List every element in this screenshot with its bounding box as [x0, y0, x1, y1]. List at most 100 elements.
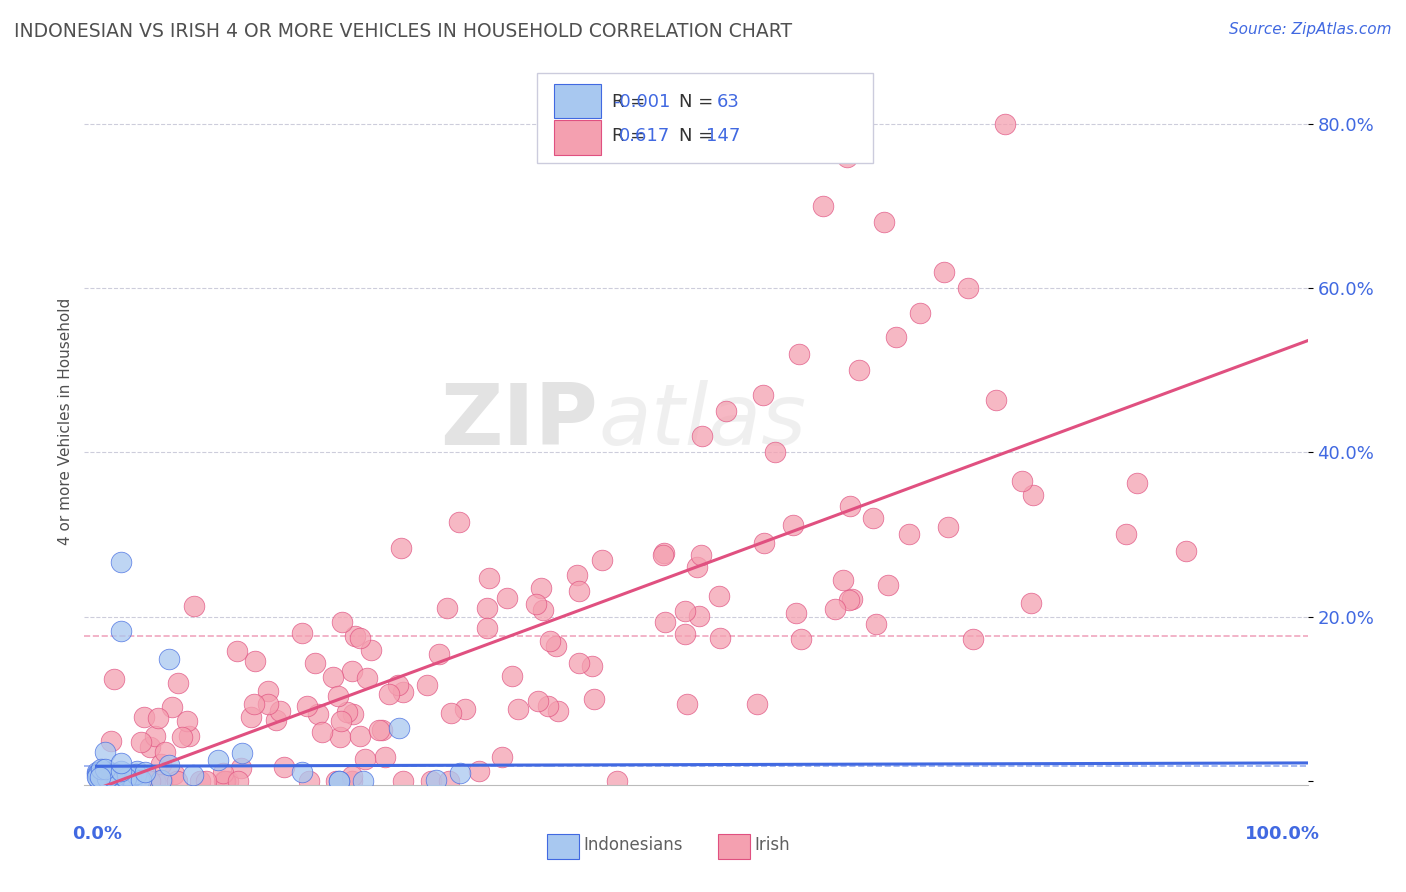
Point: [378, 687, 401, 701]
Point: [110, 756, 132, 770]
Point: [87, 766, 110, 780]
FancyBboxPatch shape: [718, 834, 749, 859]
Point: [709, 632, 731, 646]
Point: [97, 769, 120, 783]
Point: [690, 429, 713, 443]
Point: [143, 729, 166, 743]
Point: [763, 445, 786, 459]
Text: atlas: atlas: [598, 380, 806, 463]
Point: [118, 770, 141, 784]
Point: [342, 773, 364, 788]
Point: [387, 678, 409, 692]
Text: ZIP: ZIP: [440, 380, 598, 463]
Point: [94, 745, 117, 759]
Point: [342, 706, 364, 721]
Point: [501, 668, 523, 682]
Point: [90, 764, 112, 778]
Point: [101, 770, 124, 784]
Point: [225, 644, 247, 658]
Point: [329, 730, 352, 744]
Point: [884, 330, 907, 344]
Text: Indonesians: Indonesians: [583, 837, 683, 855]
Point: [125, 767, 148, 781]
Point: [568, 656, 591, 670]
Point: [1115, 527, 1137, 541]
Point: [336, 706, 359, 720]
Point: [125, 764, 148, 778]
Point: [340, 768, 363, 782]
Point: [183, 599, 205, 613]
Point: [128, 772, 150, 787]
Point: [153, 745, 176, 759]
Point: [100, 769, 122, 783]
Point: [176, 714, 198, 728]
Text: 0.0%: 0.0%: [72, 825, 122, 843]
Point: [157, 758, 180, 772]
Point: [114, 771, 136, 785]
Point: [139, 740, 162, 755]
Point: [328, 773, 350, 788]
Text: 100.0%: 100.0%: [1244, 825, 1320, 843]
Point: [150, 756, 173, 771]
Point: [311, 725, 333, 739]
Point: [143, 773, 166, 788]
Point: [100, 734, 122, 748]
Point: [354, 752, 377, 766]
Point: [651, 548, 673, 562]
Point: [754, 536, 776, 550]
Point: [340, 664, 363, 678]
Point: [328, 689, 350, 703]
Point: [837, 150, 859, 164]
Point: [240, 710, 263, 724]
Point: [747, 697, 769, 711]
Point: [242, 697, 264, 711]
Point: [86, 765, 108, 780]
Point: [751, 388, 773, 402]
Point: [349, 631, 371, 645]
Point: [114, 771, 136, 785]
Point: [183, 768, 205, 782]
Point: [1175, 544, 1198, 558]
Point: [163, 766, 186, 780]
Point: [425, 772, 447, 787]
Point: [291, 765, 314, 780]
Text: 63: 63: [717, 93, 740, 111]
Point: [87, 771, 110, 785]
Point: [330, 714, 353, 729]
Point: [790, 632, 813, 647]
Point: [547, 705, 569, 719]
Point: [245, 654, 267, 668]
Point: [325, 773, 347, 788]
Point: [194, 773, 217, 788]
Point: [420, 773, 443, 788]
Point: [453, 702, 475, 716]
Point: [104, 769, 127, 783]
Point: [908, 305, 931, 319]
Point: [226, 773, 249, 788]
Point: [524, 597, 547, 611]
Point: [652, 546, 675, 560]
Point: [685, 560, 707, 574]
Point: [437, 773, 460, 788]
Point: [118, 770, 141, 784]
Point: [157, 651, 180, 665]
Point: [1011, 474, 1033, 488]
Point: [132, 710, 155, 724]
Point: [108, 770, 131, 784]
Point: [839, 499, 862, 513]
Point: [264, 714, 287, 728]
Point: [475, 600, 498, 615]
Point: [298, 773, 321, 788]
Point: [93, 769, 115, 783]
Point: [495, 591, 517, 605]
Point: [94, 762, 117, 776]
Point: [129, 772, 152, 787]
Point: [416, 678, 439, 692]
FancyBboxPatch shape: [537, 72, 873, 163]
Point: [591, 553, 613, 567]
Point: [170, 731, 193, 745]
Text: -0.001: -0.001: [613, 93, 671, 111]
Point: [322, 670, 344, 684]
Point: [166, 773, 188, 788]
Point: [962, 632, 984, 646]
